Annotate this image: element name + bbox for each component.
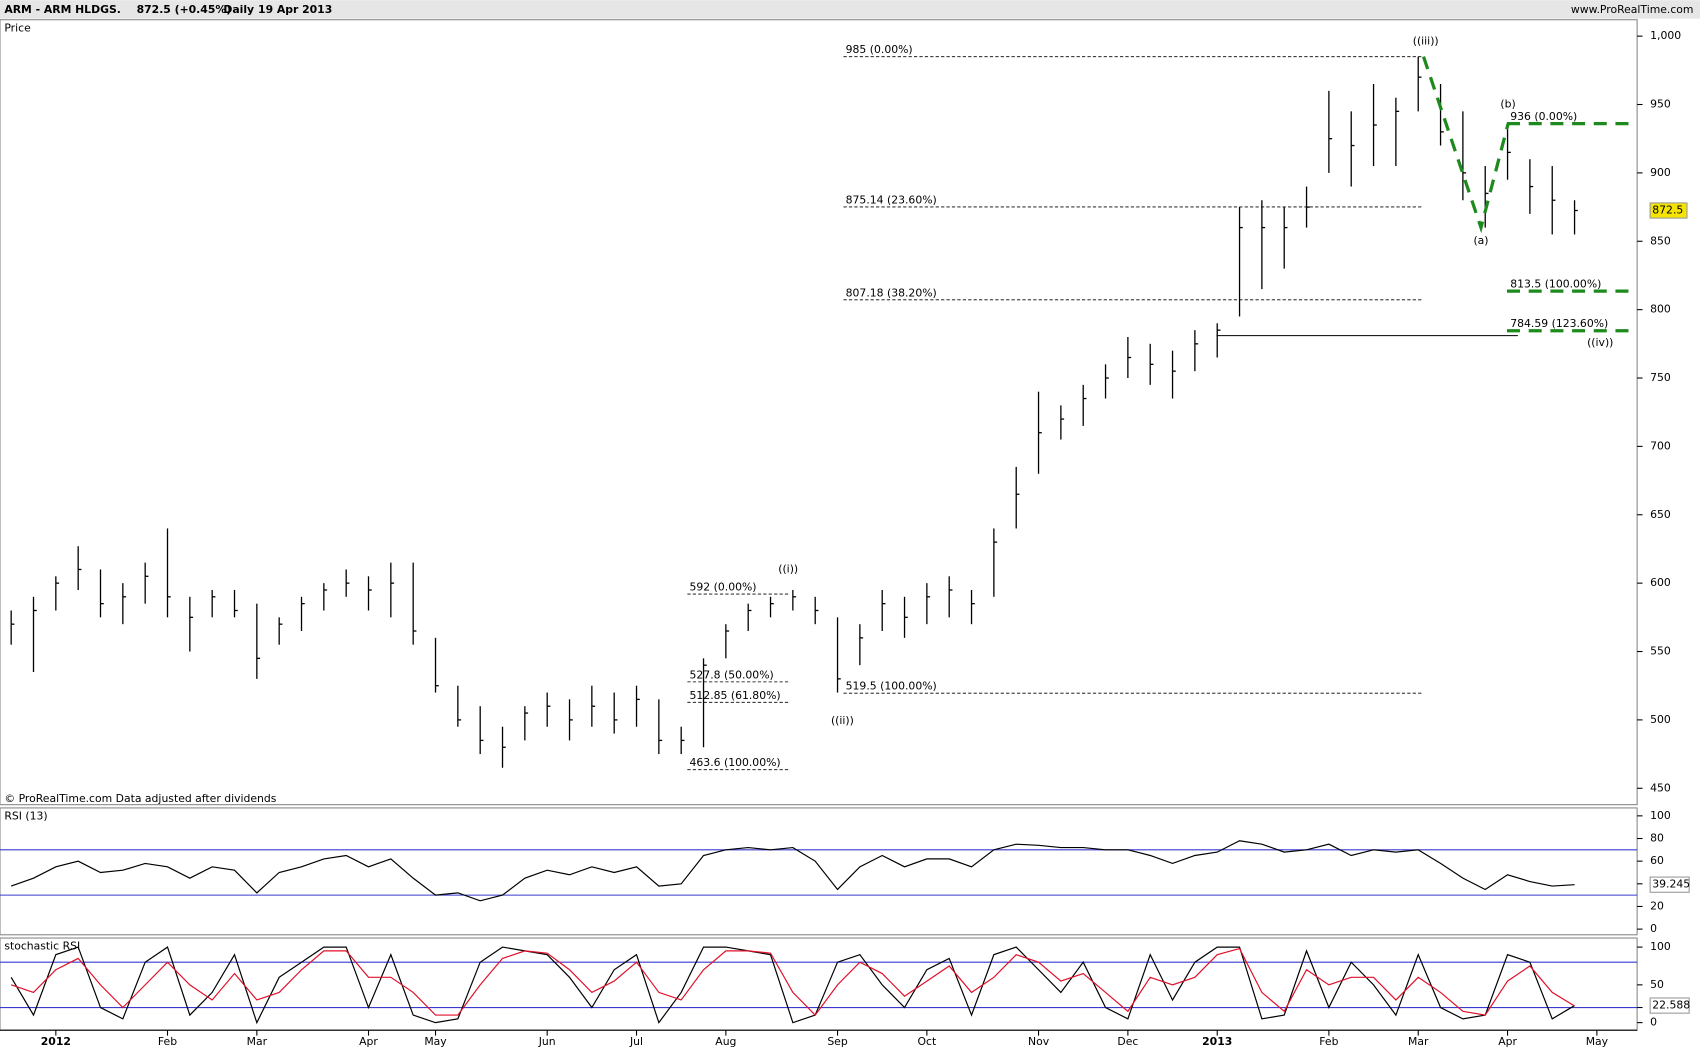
x-tick-label: Mar: [247, 1035, 268, 1048]
fib-label: 512.85 (61.80%): [690, 689, 781, 702]
x-tick-label: Nov: [1028, 1035, 1050, 1048]
y-tick-label: 600: [1650, 576, 1671, 589]
y-tick-label: 50: [1650, 978, 1664, 991]
y-tick-label: 500: [1650, 713, 1671, 726]
x-tick-label: Oct: [918, 1035, 937, 1048]
period: Daily: [223, 3, 254, 16]
y-tick-label: 700: [1650, 439, 1671, 452]
x-tick-label: May: [1586, 1035, 1609, 1048]
y-tick-label: 800: [1650, 303, 1671, 316]
quote: 872.5 (+0.45%): [137, 3, 232, 16]
x-tick-label: Feb: [1319, 1035, 1338, 1048]
target-label: 936 (0.00%): [1510, 110, 1577, 123]
last-price: 872.5: [1652, 203, 1683, 216]
date: 19 Apr 2013: [258, 3, 332, 16]
panel: [0, 19, 1638, 806]
y-tick-label: 650: [1650, 508, 1671, 521]
last-price-box: [1649, 202, 1688, 219]
x-tick-label: Apr: [359, 1035, 378, 1048]
y-tick-label: 900: [1650, 166, 1671, 179]
x-tick-label: 2012: [41, 1035, 71, 1048]
x-tick-label: Mar: [1408, 1035, 1429, 1048]
x-tick-label: May: [424, 1035, 447, 1048]
last-value: 22.588: [1652, 999, 1690, 1012]
fib-label: 985 (0.00%): [846, 43, 913, 56]
site: www.ProRealTime.com: [1571, 3, 1694, 16]
wave-label: ((iii)): [1413, 34, 1439, 47]
y-tick-label: 0: [1650, 922, 1657, 935]
y-tick-label: 950: [1650, 98, 1671, 111]
panel: [0, 807, 1638, 936]
fib-label: 463.6 (100.00%): [690, 756, 781, 769]
series-line: [10, 947, 1575, 1016]
y-tick-label: 850: [1650, 234, 1671, 247]
x-tick-label: 2013: [1202, 1035, 1232, 1048]
x-tick-label: Jul: [629, 1035, 643, 1048]
x-tick-label: Dec: [1117, 1035, 1138, 1048]
y-tick-label: 20: [1650, 899, 1664, 912]
x-tick-label: Sep: [827, 1035, 848, 1048]
header-bar: [0, 0, 1700, 19]
fib-label: 519.5 (100.00%): [846, 680, 937, 693]
fib-label: 807.18 (38.20%): [846, 286, 937, 299]
wave-label: ((i)): [778, 562, 798, 575]
target-label: 813.5 (100.00%): [1510, 278, 1601, 291]
y-tick-label: 750: [1650, 371, 1671, 384]
series-line: [10, 946, 1575, 1025]
panel-title: Price: [4, 21, 31, 34]
wave-label: ((ii)): [831, 714, 854, 727]
panel-title: RSI (13): [4, 810, 47, 823]
y-tick-label: 550: [1650, 645, 1671, 658]
wave-label: (b): [1500, 97, 1515, 110]
x-tick-label: Aug: [715, 1035, 736, 1048]
y-tick-label: 100: [1650, 940, 1671, 953]
y-tick-label: 0: [1650, 1016, 1657, 1029]
last-value: 39.245: [1652, 878, 1690, 891]
wave-label: ((iv)): [1587, 336, 1613, 349]
last-value-box: [1649, 997, 1690, 1014]
symbol: ARM - ARM HLDGS.: [4, 3, 121, 16]
wave-path: [1421, 56, 1510, 234]
fib-label: 592 (0.00%): [690, 581, 757, 594]
y-tick-label: 60: [1650, 854, 1664, 867]
panel-title: stochastic RSI: [4, 940, 80, 953]
y-tick-label: 1,000: [1650, 29, 1681, 42]
last-value-box: [1649, 876, 1690, 893]
fib-label: 527.8 (50.00%): [690, 668, 774, 681]
series-line: [10, 840, 1575, 902]
y-tick-label: 450: [1650, 781, 1671, 794]
wave-label: (a): [1473, 234, 1488, 247]
x-tick-label: Apr: [1498, 1035, 1517, 1048]
x-tick-label: Jun: [538, 1035, 556, 1048]
y-tick-label: 80: [1650, 832, 1664, 845]
footer: © ProRealTime.com Data adjusted after di…: [4, 792, 276, 805]
target-label: 784.59 (123.60%): [1510, 317, 1608, 330]
fib-label: 875.14 (23.60%): [846, 193, 937, 206]
y-tick-label: 100: [1650, 809, 1671, 822]
x-tick-label: Feb: [158, 1035, 177, 1048]
